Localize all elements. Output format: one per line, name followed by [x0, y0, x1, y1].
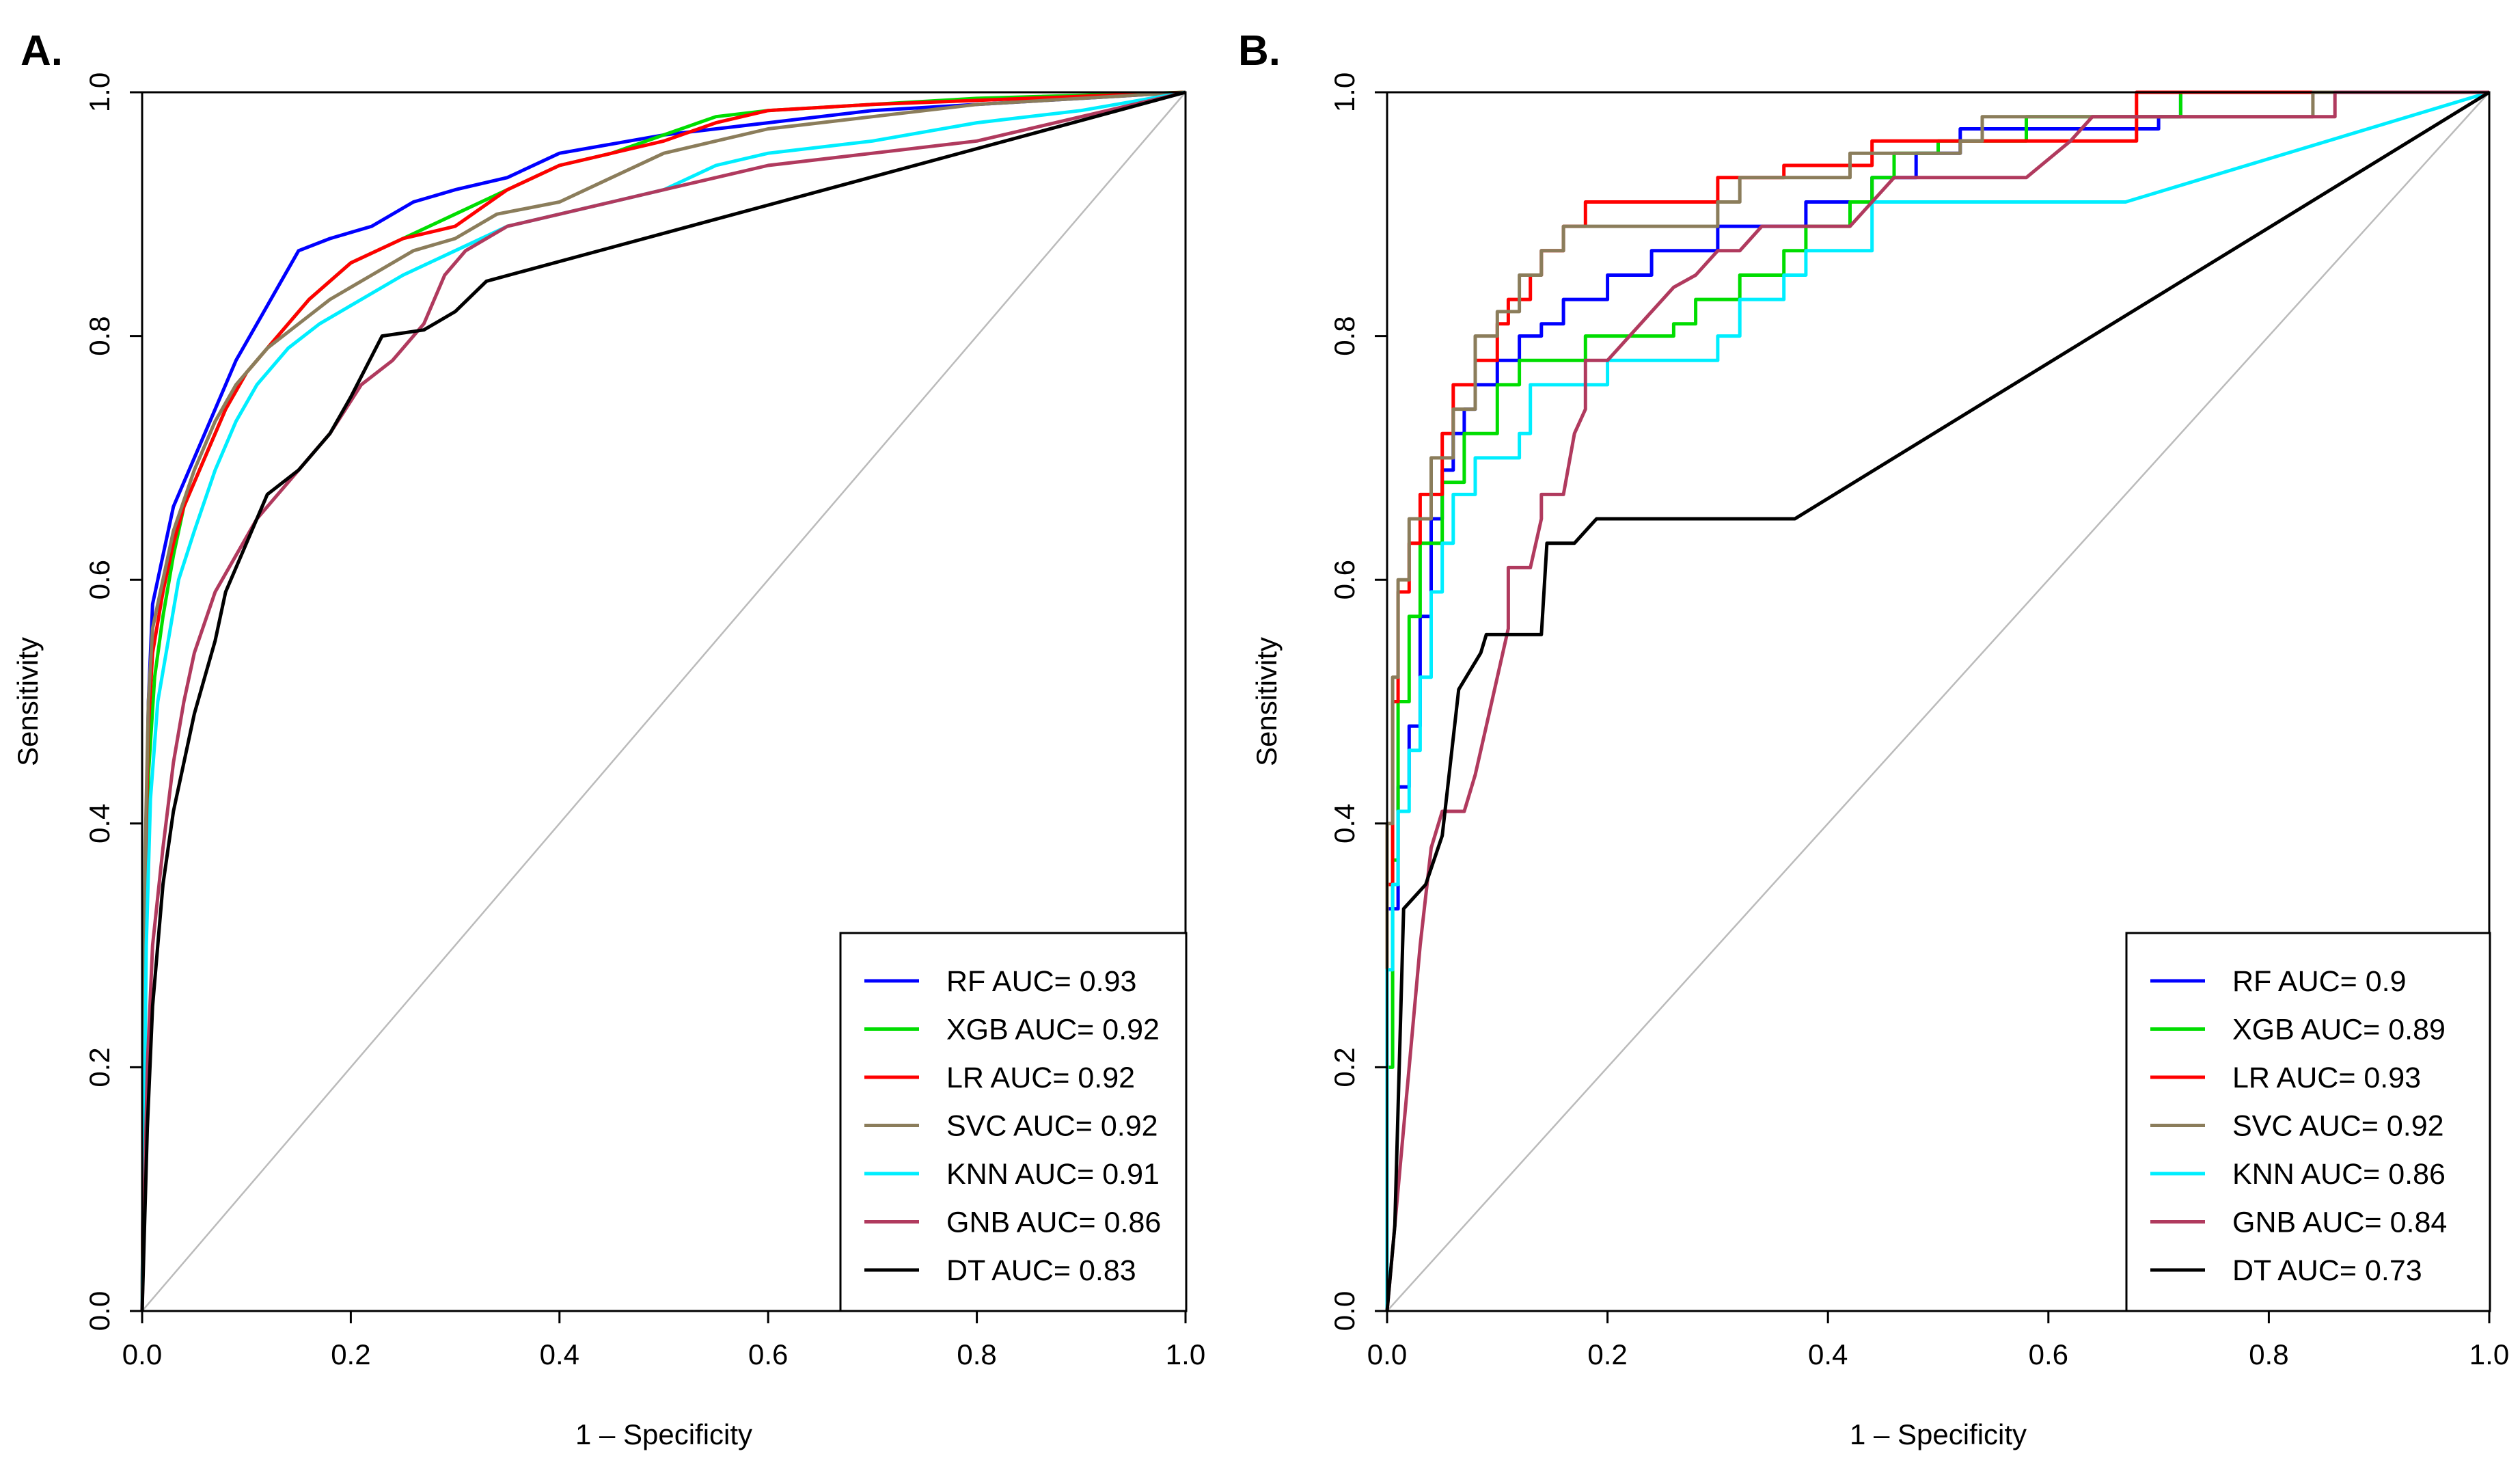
panel-b-legend-label-svc: SVC AUC= 0.92	[2232, 1110, 2444, 1143]
panel-a-legend-label-lr: LR AUC= 0.92	[946, 1062, 1135, 1094]
panel-a-x-tick-label: 0.0	[122, 1338, 162, 1370]
panel-a-x-tick-label: 0.8	[957, 1338, 996, 1370]
panel-b-x-tick-label: 0.8	[2249, 1338, 2288, 1370]
panel-b-y-tick-label: 0.6	[1328, 560, 1360, 599]
panel-a-y-tick-label: 0.6	[83, 560, 115, 599]
panel-a: A. 0.0 0.2 0.4 0.6 0.8 1.0 0.0 0.2 0.4 0.6 0.8 1.0 1…	[12, 27, 1205, 1450]
panel-b-roc-line-svc	[1385, 90, 2489, 1311]
panel-b-plot-frame	[1386, 91, 2491, 1312]
panel-b-roc-line-rf	[1385, 90, 2489, 1311]
panel-b-y-tick-label: 1.0	[1328, 72, 1360, 112]
panel-a-legend-label-xgb: XGB AUC= 0.92	[946, 1014, 1160, 1046]
panel-a-reference-diagonal	[141, 92, 1186, 1312]
panel-b-label: B.	[1238, 27, 1280, 75]
panel-b-legend-label-dt: DT AUC= 0.73	[2232, 1254, 2422, 1287]
panel-a-legend-box	[839, 932, 1188, 1312]
panel-b-x-tick-label: 0.0	[1367, 1338, 1407, 1370]
panel-a-y-tick-label: 0.0	[83, 1291, 115, 1331]
panel-a-x-axis-title: 1 – Specificity	[575, 1418, 752, 1450]
panel-a-y-tick-label: 0.8	[83, 316, 115, 355]
panel-a-x-tick-label: 0.6	[748, 1338, 788, 1370]
panel-a-x-tick-label: 1.0	[1166, 1338, 1205, 1370]
panel-a-y-axis-title: Sensitivity	[12, 637, 44, 766]
panel-b-roc-line-gnb	[1385, 90, 2489, 1312]
panel-b-roc-line-dt	[1385, 90, 2491, 1312]
panel-b-y-tick-label: 0.8	[1328, 316, 1360, 355]
panel-a-y-tick-label: 1.0	[83, 72, 115, 112]
panel-b-x-axis-title: 1 – Specificity	[1850, 1418, 2027, 1450]
panel-a-legend: RF AUC= 0.93 XGB AUC= 0.92 LR AUC= 0.92 SVC…	[839, 932, 1188, 1312]
panel-b-legend-label-xgb: XGB AUC= 0.89	[2232, 1014, 2446, 1046]
panel-b-roc-line-knn	[1385, 90, 2490, 1311]
panel-a-legend-label-svc: SVC AUC= 0.92	[946, 1110, 1158, 1143]
panel-b-y-tick-label: 0.2	[1328, 1047, 1360, 1087]
panel-a-x-tick-label: 0.4	[540, 1338, 579, 1370]
panel-b-x-tick-label: 0.2	[1587, 1338, 1627, 1370]
panel-b-x-tick-label: 0.4	[1808, 1338, 1848, 1370]
panel-b-legend-label-knn: KNN AUC= 0.86	[2232, 1158, 2446, 1191]
panel-a-roc-line-svc	[140, 90, 1186, 1312]
panel-a-roc-line-knn	[140, 90, 1186, 1312]
panel-a-roc-line-rf	[140, 90, 1186, 1312]
panel-a-plot-frame	[141, 91, 1187, 1312]
panel-a-legend-label-gnb: GNB AUC= 0.86	[946, 1206, 1161, 1239]
panel-a-y-tick-label: 0.4	[83, 804, 115, 843]
panel-a-y-tick-label: 0.2	[83, 1047, 115, 1087]
panel-b-legend-label-gnb: GNB AUC= 0.84	[2232, 1206, 2447, 1239]
panel-b: B. 0.0 0.2 0.4 0.6 0.8 1.0 0.0 0.2 0.4 0.6 0.8 1.0 1…	[1238, 27, 2509, 1450]
panel-b-reference-diagonal	[1386, 92, 2490, 1312]
panel-a-roc-line-dt	[140, 90, 1186, 1312]
panel-b-y-tick-label: 0.4	[1328, 804, 1360, 843]
panel-b-legend-box	[2125, 932, 2491, 1312]
panel-a-roc-line-lr	[140, 90, 1186, 1312]
panel-b-x-tick-label: 1.0	[2469, 1338, 2509, 1370]
panel-b-x-tick-label: 0.6	[2029, 1338, 2068, 1370]
panel-a-label: A.	[20, 27, 63, 75]
panel-a-roc-line-gnb	[140, 90, 1186, 1312]
panel-b-y-axis-title: Sensitivity	[1250, 637, 1283, 766]
panel-a-x-tick-label: 0.2	[331, 1338, 370, 1370]
panel-a-legend-label-knn: KNN AUC= 0.91	[946, 1158, 1160, 1191]
panel-b-legend: RF AUC= 0.9 XGB AUC= 0.89 LR AUC= 0.93 SVC …	[2125, 932, 2491, 1312]
panel-b-legend-label-rf: RF AUC= 0.9	[2232, 965, 2407, 998]
panel-b-legend-label-lr: LR AUC= 0.93	[2232, 1062, 2421, 1094]
panel-b-y-tick-label: 0.0	[1328, 1291, 1360, 1331]
panel-a-legend-label-dt: DT AUC= 0.83	[946, 1254, 1136, 1287]
panel-a-legend-label-rf: RF AUC= 0.93	[946, 965, 1136, 998]
